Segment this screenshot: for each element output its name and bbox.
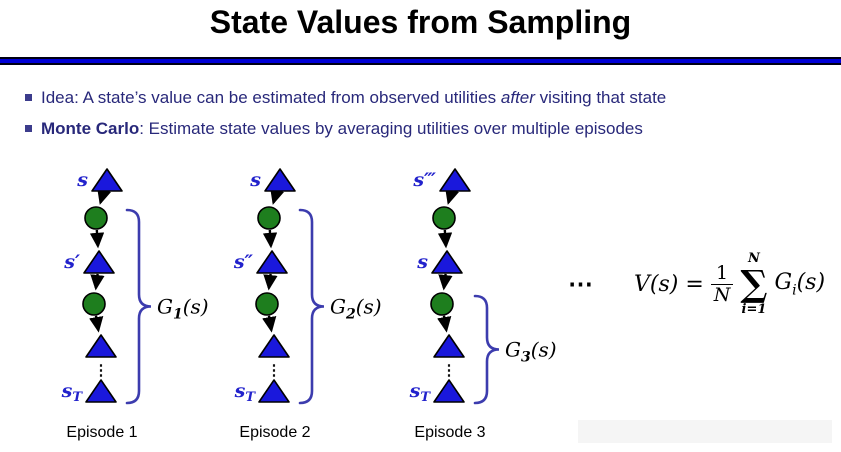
state-label: sT [409, 380, 432, 405]
state-label: s [76, 169, 88, 191]
state-node-triangle [258, 379, 290, 403]
bullet-text: Idea: A state’s value can be estimated f… [41, 88, 666, 108]
return-label: G2(s) [330, 295, 382, 323]
title-divider [0, 57, 841, 65]
state-node-triangle [433, 379, 465, 403]
value-formula: V(s) = 1 N N ∑ i=1 Gi(s) [634, 243, 825, 325]
chance-node-circle [82, 292, 106, 316]
chance-node-circle [255, 292, 279, 316]
state-label: s′ [63, 251, 80, 273]
chance-node-circle [430, 292, 454, 316]
formula-term: Gi(s) [774, 269, 826, 299]
return-brace [473, 294, 500, 405]
formula-fraction: 1 N [710, 261, 734, 306]
bullet-square-icon [25, 94, 32, 101]
transition-arrow [262, 229, 278, 249]
return-label: G1(s) [157, 295, 209, 323]
fraction-denominator: N [710, 283, 734, 306]
bullet-segment: Monte Carlo [41, 119, 140, 138]
bullet-segment: Idea: A state’s value can be estimated f… [41, 88, 501, 107]
transition-arrow [437, 229, 453, 249]
episode-group: s s″ ⋮ sT G2(s) Episode 2 [233, 168, 382, 441]
episode-group: s s′ ⋮ sT G1(s) Episode 1 [61, 168, 209, 441]
transition-arrow [438, 273, 453, 291]
return-brace [298, 208, 325, 405]
transition-arrow [262, 315, 277, 333]
state-label: s [249, 169, 261, 191]
transition-arrow [445, 187, 460, 205]
bullet-item-idea: Idea: A state’s value can be estimated f… [0, 88, 820, 108]
bullet-text: Monte Carlo: Estimate state values by av… [41, 119, 643, 139]
episode-group: s‴ s ⋮ sT G3(s) Episode 3 [409, 168, 557, 441]
state-node-triangle [91, 168, 123, 192]
transition-arrow [97, 187, 112, 205]
state-label: s‴ [412, 169, 436, 191]
return-brace [125, 208, 152, 405]
continuation-ellipsis: ⋯ [568, 269, 595, 298]
state-node-triangle [439, 168, 471, 192]
state-node-triangle [256, 250, 288, 274]
transition-arrow [437, 315, 452, 333]
formula-summation: N ∑ i=1 [740, 252, 767, 316]
formula-lhs: V(s) [634, 271, 679, 297]
formula-equals: = [685, 271, 704, 297]
state-node-triangle [431, 250, 463, 274]
sum-lower-limit: i=1 [741, 302, 767, 317]
chance-node-circle [432, 206, 456, 230]
episode-caption: Episode 3 [414, 424, 485, 441]
chance-node-circle [257, 206, 281, 230]
state-label: sT [234, 380, 257, 405]
state-node-triangle [433, 334, 465, 358]
faded-citation-bar [578, 420, 832, 443]
state-node-triangle [85, 334, 117, 358]
transition-arrow [90, 273, 105, 291]
episode-caption: Episode 2 [239, 424, 310, 441]
chance-node-circle [84, 206, 108, 230]
state-label: s [416, 251, 428, 273]
state-label: sT [61, 380, 84, 405]
state-label: s″ [233, 251, 254, 273]
bullet-segment: visiting that state [534, 88, 667, 107]
bullet-list: Idea: A state’s value can be estimated f… [0, 88, 820, 150]
bullet-square-icon [25, 125, 32, 132]
return-label: G3(s) [505, 338, 557, 366]
page-title: State Values from Sampling [209, 4, 632, 40]
bullet-item-monte-carlo: Monte Carlo: Estimate state values by av… [0, 119, 820, 139]
bullet-segment: : Estimate state values by averaging uti… [139, 119, 643, 138]
vertical-ellipsis: ⋮ [442, 361, 457, 379]
sigma-symbol: ∑ [740, 263, 768, 305]
sum-upper-limit: N [748, 251, 760, 266]
vertical-ellipsis: ⋮ [267, 361, 282, 379]
transition-arrow [89, 229, 105, 249]
fraction-numerator: 1 [716, 261, 729, 284]
transition-arrow [263, 273, 278, 291]
state-node-triangle [83, 250, 115, 274]
vertical-ellipsis: ⋮ [94, 361, 109, 379]
state-node-triangle [85, 379, 117, 403]
state-node-triangle [258, 334, 290, 358]
bullet-segment: after [500, 88, 535, 107]
transition-arrow [89, 315, 104, 333]
transition-arrow [270, 187, 285, 205]
episode-caption: Episode 1 [66, 424, 137, 441]
state-node-triangle [264, 168, 296, 192]
